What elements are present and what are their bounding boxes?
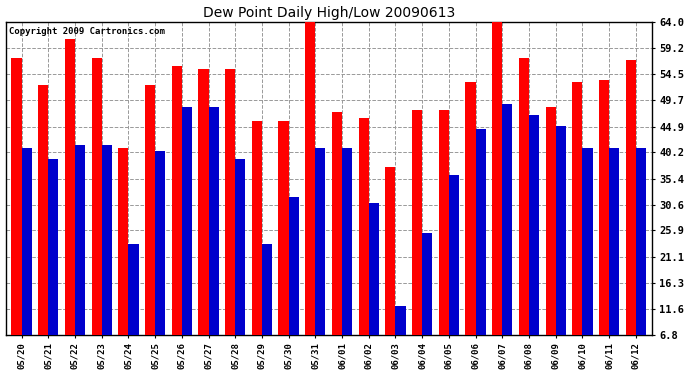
Bar xyxy=(172,66,181,372)
Bar xyxy=(252,120,262,372)
Bar xyxy=(439,110,449,372)
Bar xyxy=(342,148,352,372)
Bar xyxy=(305,20,315,372)
Bar xyxy=(208,107,219,372)
Bar xyxy=(449,175,459,372)
Bar xyxy=(118,148,128,372)
Bar xyxy=(279,120,288,372)
Bar xyxy=(145,85,155,372)
Bar xyxy=(572,82,582,372)
Bar xyxy=(555,126,566,372)
Title: Dew Point Daily High/Low 20090613: Dew Point Daily High/Low 20090613 xyxy=(203,6,455,20)
Bar xyxy=(502,104,513,372)
Bar xyxy=(609,148,619,372)
Bar xyxy=(92,58,101,372)
Bar xyxy=(288,197,299,372)
Bar xyxy=(65,39,75,372)
Bar xyxy=(38,85,48,372)
Bar xyxy=(48,159,59,372)
Bar xyxy=(475,129,486,372)
Bar xyxy=(101,145,112,372)
Bar xyxy=(368,202,379,372)
Bar xyxy=(235,159,246,372)
Bar xyxy=(635,148,646,372)
Bar xyxy=(582,148,593,372)
Bar xyxy=(12,58,21,372)
Bar xyxy=(332,112,342,372)
Bar xyxy=(155,151,165,372)
Bar xyxy=(198,69,208,372)
Bar xyxy=(519,58,529,372)
Bar xyxy=(422,232,433,372)
Bar xyxy=(181,107,192,372)
Bar xyxy=(315,148,326,372)
Bar xyxy=(75,145,85,372)
Bar xyxy=(412,110,422,372)
Bar xyxy=(262,244,272,372)
Bar xyxy=(466,82,475,372)
Bar xyxy=(599,80,609,372)
Bar xyxy=(626,60,635,372)
Bar xyxy=(492,22,502,372)
Bar xyxy=(385,167,395,372)
Bar xyxy=(529,115,539,372)
Bar xyxy=(128,244,139,372)
Bar xyxy=(225,69,235,372)
Bar xyxy=(395,306,406,372)
Text: Copyright 2009 Cartronics.com: Copyright 2009 Cartronics.com xyxy=(9,27,165,36)
Bar xyxy=(21,148,32,372)
Bar xyxy=(359,118,368,372)
Bar xyxy=(546,107,555,372)
